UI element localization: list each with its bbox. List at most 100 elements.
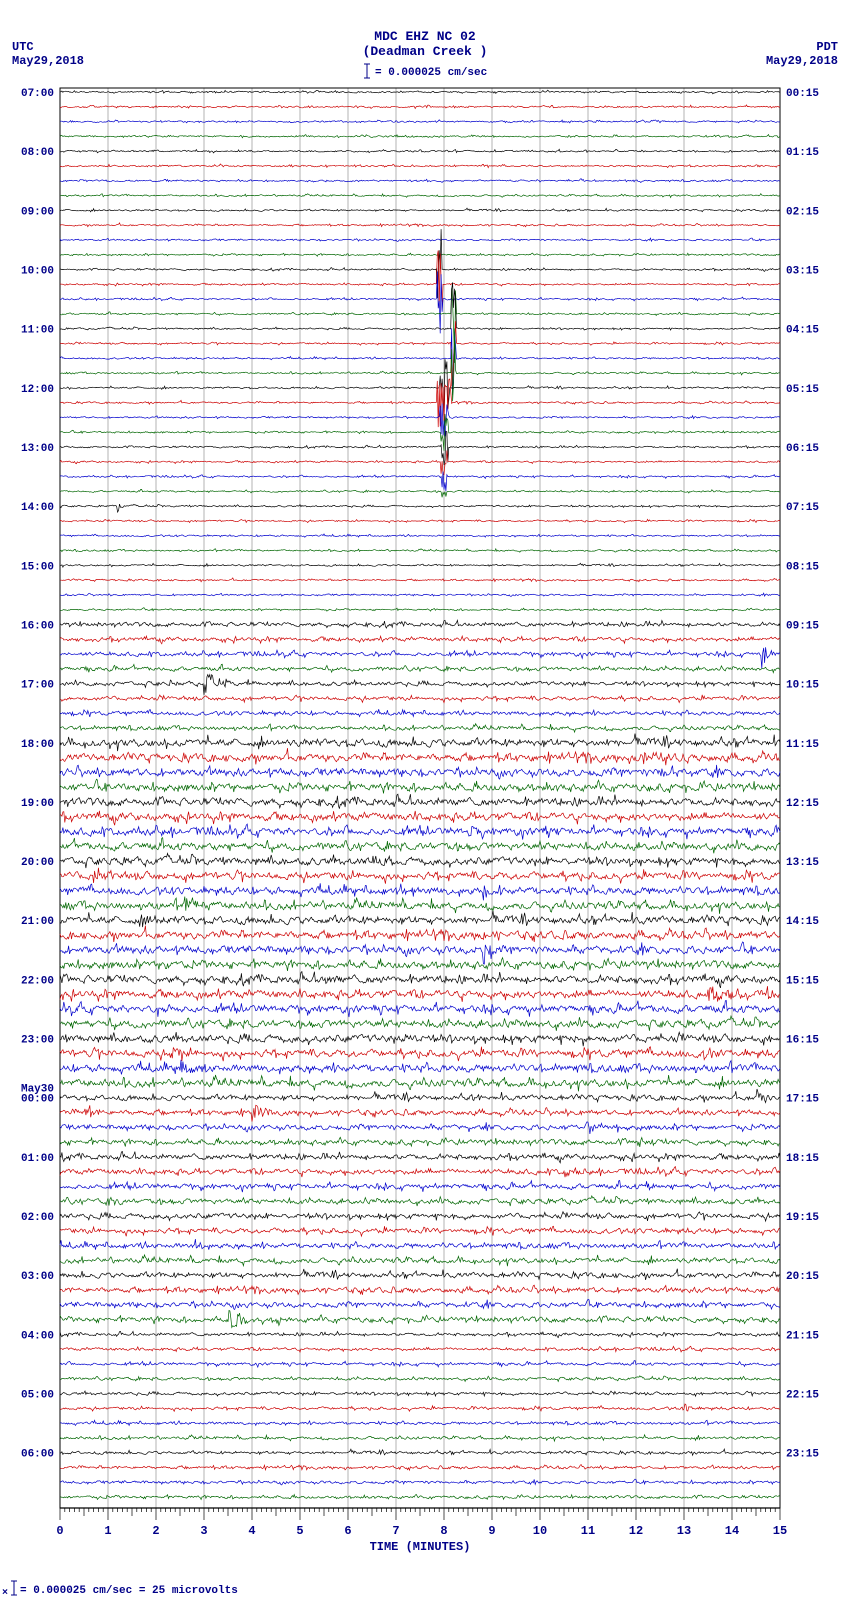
trace-line — [60, 748, 780, 765]
trace-line — [60, 1299, 780, 1309]
trace-line — [60, 1239, 780, 1250]
trace-line — [60, 379, 780, 427]
footer-x-icon: × — [2, 1588, 8, 1599]
trace-line — [60, 824, 780, 840]
x-tick-label: 14 — [725, 1524, 739, 1538]
trace-line — [60, 1181, 780, 1193]
trace-line — [60, 271, 780, 333]
trace-line — [60, 1391, 780, 1396]
trace-line — [60, 1196, 780, 1206]
left-time-label: 23:00 — [21, 1035, 54, 1047]
trace-line — [60, 765, 780, 779]
trace-line — [60, 563, 780, 567]
trace-line — [60, 321, 780, 386]
trace-line — [60, 1167, 780, 1178]
trace-line — [60, 1122, 780, 1134]
right-time-label: 09:15 — [786, 620, 819, 632]
right-time-label: 01:15 — [786, 147, 819, 159]
seismogram-page: MDC EHZ NC 02(Deadman Creek ) = 0.000025… — [0, 0, 850, 1613]
left-time-label: 18:00 — [21, 739, 54, 751]
trace-line — [60, 811, 780, 825]
right-time-label: 06:15 — [786, 443, 819, 455]
x-tick-label: 10 — [533, 1524, 547, 1538]
trace-line — [60, 986, 780, 1002]
left-time-label: 06:00 — [21, 1449, 54, 1461]
right-time-label: 12:15 — [786, 798, 819, 810]
trace-line — [60, 724, 780, 732]
trace-line — [60, 1075, 780, 1091]
grid — [60, 88, 780, 1508]
x-tick-label: 12 — [629, 1524, 643, 1538]
x-tick-label: 11 — [581, 1524, 595, 1538]
trace-line — [60, 149, 780, 153]
trace-line — [60, 1016, 780, 1031]
trace-line — [60, 105, 780, 109]
x-tick-label: 13 — [677, 1524, 691, 1538]
right-time-label: 16:15 — [786, 1035, 819, 1047]
trace-line — [60, 1449, 780, 1455]
left-time-label: 17:00 — [21, 680, 54, 692]
left-time-label: 10:00 — [21, 265, 54, 277]
right-time-label: 05:15 — [786, 384, 819, 396]
trace-line — [60, 911, 780, 927]
trace-line — [60, 504, 780, 512]
left-time-label: 02:00 — [21, 1212, 54, 1224]
x-tick-label: 0 — [56, 1524, 63, 1538]
trace-line — [60, 593, 780, 596]
trace-line — [60, 1152, 780, 1163]
x-tick-label: 8 — [440, 1524, 447, 1538]
trace-line — [60, 194, 780, 198]
trace-line — [60, 734, 780, 752]
right-time-label: 10:15 — [786, 680, 819, 692]
right-time-label: 03:15 — [786, 265, 819, 277]
right-tz: PDT — [816, 40, 838, 54]
trace-line — [60, 664, 780, 672]
trace-line — [60, 238, 780, 241]
left-time-label: 16:00 — [21, 620, 54, 632]
trace-line — [60, 359, 780, 423]
right-time-label: 23:15 — [786, 1449, 819, 1461]
x-tick-label: 5 — [296, 1524, 303, 1538]
x-tick-label: 3 — [200, 1524, 207, 1538]
trace-line — [60, 1361, 780, 1368]
trace-line — [60, 838, 780, 854]
trace-line — [60, 647, 780, 668]
trace-line — [60, 282, 780, 330]
trace-line — [60, 1435, 780, 1441]
trace-line — [60, 942, 780, 964]
trace-line — [60, 1285, 780, 1295]
traces — [60, 90, 780, 1499]
trace-line — [60, 1311, 780, 1328]
trace-line — [60, 519, 780, 522]
trace-line — [60, 534, 780, 537]
trace-line — [60, 1255, 780, 1266]
trace-line — [60, 636, 780, 644]
seismogram-svg: MDC EHZ NC 02(Deadman Creek ) = 0.000025… — [0, 0, 850, 1613]
trace-line — [60, 223, 780, 227]
trace-line — [60, 1047, 780, 1062]
right-date: May29,2018 — [766, 54, 838, 68]
right-time-label: 18:15 — [786, 1153, 819, 1165]
right-time-label: 07:15 — [786, 502, 819, 514]
left-time-label: 14:00 — [21, 502, 54, 514]
left-time-label: 05:00 — [21, 1390, 54, 1402]
trace-line — [60, 675, 780, 695]
trace-line — [60, 1105, 780, 1121]
trace-line — [60, 251, 780, 311]
left-time-label: 19:00 — [21, 798, 54, 810]
trace-line — [60, 1465, 780, 1471]
right-time-label: 22:15 — [786, 1390, 819, 1402]
trace-line — [60, 779, 780, 793]
left-time-label: 15:00 — [21, 561, 54, 573]
trace-line — [60, 1494, 780, 1499]
left-time-label: 00:00 — [21, 1094, 54, 1106]
trace-line — [60, 450, 780, 474]
trace-line — [60, 868, 780, 884]
trace-line — [60, 608, 780, 611]
trace-line — [60, 709, 780, 717]
trace-line — [60, 328, 780, 395]
trace-line — [60, 414, 780, 451]
trace-line — [60, 472, 780, 492]
trace-line — [60, 164, 780, 168]
footer-scale-text: = 0.000025 cm/sec = 25 microvolts — [20, 1585, 238, 1597]
